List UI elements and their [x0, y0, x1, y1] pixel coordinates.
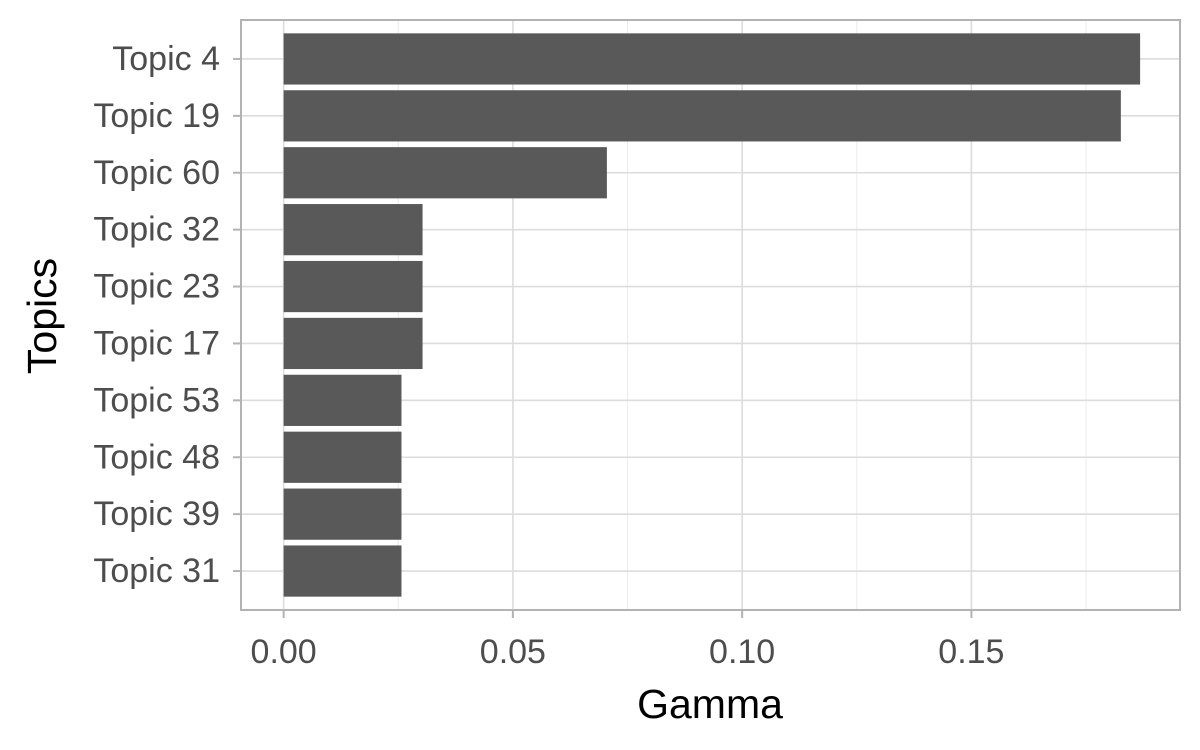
x-tick-label: 0.00	[251, 633, 317, 671]
y-tick-label: Topic 31	[93, 552, 220, 590]
bar	[283, 317, 423, 370]
y-tick-label: Topic 19	[93, 97, 220, 135]
y-tick-label: Topic 60	[93, 154, 220, 192]
y-tick-label: Topic 4	[112, 40, 220, 78]
bar	[283, 260, 423, 313]
bar	[283, 488, 402, 540]
bar	[283, 545, 402, 597]
y-tick-label: Topic 53	[93, 381, 220, 419]
y-tick-label: Topic 32	[93, 211, 220, 249]
x-axis-title: Gamma	[637, 681, 783, 727]
panel-border	[240, 19, 1181, 611]
bar	[283, 431, 402, 483]
y-tick-label: Topic 23	[93, 268, 220, 306]
bar	[283, 147, 607, 199]
bar	[283, 204, 423, 256]
x-tick-label: 0.05	[480, 633, 546, 671]
y-axis-title: Topics	[19, 258, 65, 374]
bar	[283, 374, 402, 426]
bars	[283, 33, 1141, 597]
x-tick-label: 0.15	[938, 633, 1004, 671]
y-tick-label: Topic 17	[93, 324, 220, 362]
y-tick-label: Topic 48	[93, 438, 220, 476]
y-axis-ticks: Topic 4 Topic 19 Topic 60 Topic 32 Topic 23 T…	[93, 40, 241, 590]
x-tick-label: 0.10	[709, 633, 775, 671]
y-tick-label: Topic 39	[93, 495, 220, 533]
bar	[283, 90, 1121, 142]
x-axis-ticks: 0.00 0.05 0.10 0.15	[251, 610, 1004, 671]
bar	[283, 33, 1141, 85]
